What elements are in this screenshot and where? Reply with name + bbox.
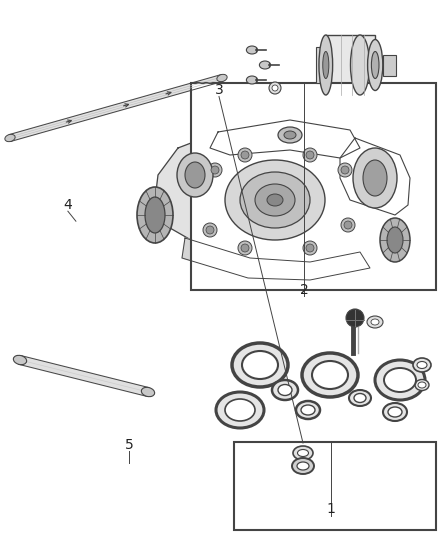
- Ellipse shape: [225, 399, 255, 421]
- Ellipse shape: [380, 218, 410, 262]
- Ellipse shape: [349, 390, 371, 406]
- Polygon shape: [210, 120, 360, 158]
- Ellipse shape: [303, 241, 317, 255]
- Ellipse shape: [217, 74, 227, 82]
- Ellipse shape: [367, 39, 383, 91]
- Ellipse shape: [306, 244, 314, 252]
- Ellipse shape: [211, 166, 219, 174]
- Ellipse shape: [272, 380, 298, 400]
- Ellipse shape: [247, 46, 258, 54]
- Text: 2: 2: [300, 284, 309, 297]
- Ellipse shape: [296, 401, 320, 419]
- Polygon shape: [155, 128, 408, 265]
- Ellipse shape: [145, 197, 165, 233]
- Ellipse shape: [292, 458, 314, 474]
- Ellipse shape: [367, 316, 383, 328]
- Polygon shape: [182, 238, 370, 280]
- Ellipse shape: [141, 387, 155, 397]
- Ellipse shape: [371, 52, 379, 78]
- Ellipse shape: [293, 446, 313, 460]
- Ellipse shape: [375, 360, 425, 400]
- Ellipse shape: [384, 368, 416, 392]
- Ellipse shape: [216, 392, 264, 428]
- Ellipse shape: [185, 162, 205, 188]
- Ellipse shape: [388, 407, 402, 417]
- Ellipse shape: [137, 187, 173, 243]
- Ellipse shape: [269, 82, 281, 94]
- Ellipse shape: [302, 353, 358, 397]
- Ellipse shape: [284, 131, 296, 139]
- Ellipse shape: [344, 221, 352, 229]
- Text: 4: 4: [64, 198, 72, 212]
- Text: 1: 1: [326, 502, 335, 516]
- Ellipse shape: [323, 52, 329, 78]
- Ellipse shape: [14, 356, 27, 365]
- Ellipse shape: [206, 226, 214, 234]
- Ellipse shape: [417, 361, 427, 368]
- Ellipse shape: [415, 379, 429, 391]
- Ellipse shape: [297, 449, 308, 456]
- Bar: [316, 47, 325, 83]
- Polygon shape: [9, 75, 223, 141]
- Ellipse shape: [341, 166, 349, 174]
- Ellipse shape: [354, 393, 366, 402]
- Ellipse shape: [255, 184, 295, 216]
- Ellipse shape: [338, 163, 352, 177]
- Ellipse shape: [241, 151, 249, 159]
- Bar: [326, 35, 375, 95]
- Ellipse shape: [247, 76, 258, 84]
- Bar: [234, 442, 436, 530]
- Ellipse shape: [312, 361, 348, 389]
- Ellipse shape: [267, 194, 283, 206]
- Ellipse shape: [5, 134, 15, 142]
- Ellipse shape: [278, 127, 302, 143]
- Ellipse shape: [241, 244, 249, 252]
- Ellipse shape: [242, 351, 278, 379]
- Ellipse shape: [341, 218, 355, 232]
- Ellipse shape: [353, 148, 397, 208]
- Ellipse shape: [303, 148, 317, 162]
- Ellipse shape: [278, 384, 292, 395]
- Ellipse shape: [238, 241, 252, 255]
- Ellipse shape: [346, 309, 364, 327]
- Ellipse shape: [297, 462, 309, 470]
- Ellipse shape: [350, 35, 370, 95]
- Ellipse shape: [371, 319, 379, 325]
- Ellipse shape: [387, 227, 403, 253]
- Ellipse shape: [240, 172, 310, 228]
- Ellipse shape: [208, 163, 222, 177]
- Ellipse shape: [272, 85, 278, 91]
- Ellipse shape: [383, 403, 407, 421]
- Ellipse shape: [418, 382, 426, 388]
- Bar: [383, 54, 396, 76]
- Ellipse shape: [238, 148, 252, 162]
- Polygon shape: [340, 138, 410, 215]
- Polygon shape: [19, 356, 149, 397]
- Ellipse shape: [319, 35, 332, 95]
- Ellipse shape: [232, 343, 288, 387]
- Text: 3: 3: [215, 83, 223, 96]
- Ellipse shape: [177, 153, 213, 197]
- Ellipse shape: [225, 160, 325, 240]
- Ellipse shape: [413, 358, 431, 372]
- Ellipse shape: [363, 160, 387, 196]
- Ellipse shape: [259, 61, 271, 69]
- Ellipse shape: [203, 223, 217, 237]
- Bar: [191, 83, 436, 290]
- Ellipse shape: [301, 405, 315, 415]
- Text: 5: 5: [125, 438, 134, 452]
- Ellipse shape: [306, 151, 314, 159]
